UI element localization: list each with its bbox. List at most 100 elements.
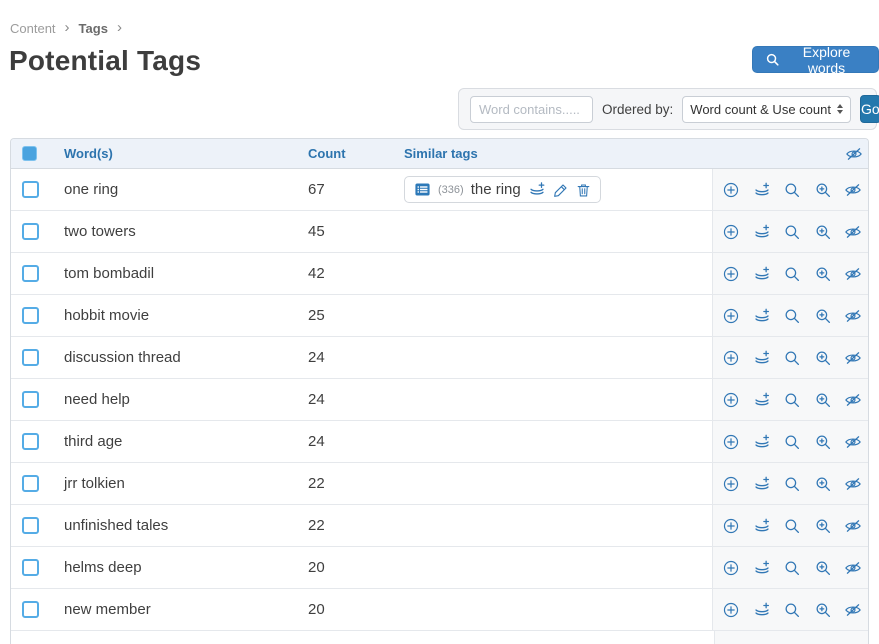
circle-plus-icon[interactable] [722, 601, 740, 619]
search-plus-icon[interactable] [814, 601, 832, 619]
search-icon[interactable] [783, 265, 801, 283]
eye-slash-icon[interactable] [844, 433, 862, 451]
delete-trash-icon[interactable] [576, 182, 591, 198]
search-icon[interactable] [783, 391, 801, 409]
eye-slash-icon[interactable] [844, 223, 862, 241]
word-contains-input[interactable] [470, 95, 593, 123]
table-row: unfinished tales 22 [11, 505, 868, 547]
eye-slash-icon[interactable] [844, 517, 862, 535]
count-value: 67 [308, 181, 325, 198]
row-checkbox[interactable] [22, 517, 39, 534]
merge-layers-plus-icon[interactable] [753, 265, 771, 283]
eye-slash-icon[interactable] [844, 349, 862, 367]
search-icon[interactable] [783, 601, 801, 619]
column-header-words[interactable]: Word(s) [64, 146, 113, 161]
search-icon[interactable] [783, 517, 801, 535]
row-checkbox-cell [11, 601, 64, 618]
count-value: 24 [308, 349, 325, 366]
row-checkbox[interactable] [22, 223, 39, 240]
search-plus-icon[interactable] [814, 181, 832, 199]
circle-plus-icon[interactable] [722, 559, 740, 577]
order-by-select[interactable]: Word count & Use count [682, 95, 851, 123]
search-icon[interactable] [783, 223, 801, 241]
merge-layers-plus-icon[interactable] [753, 349, 771, 367]
merge-layers-plus-icon[interactable] [753, 391, 771, 409]
eye-slash-icon[interactable] [844, 601, 862, 619]
row-checkbox[interactable] [22, 601, 39, 618]
eye-slash-icon[interactable] [844, 391, 862, 409]
row-checkbox[interactable] [22, 391, 39, 408]
search-plus-icon[interactable] [814, 391, 832, 409]
search-plus-icon[interactable] [814, 349, 832, 367]
word-label: new member [64, 601, 151, 618]
eye-slash-icon[interactable] [844, 307, 862, 325]
eye-slash-icon[interactable] [844, 265, 862, 283]
circle-plus-icon[interactable] [722, 265, 740, 283]
search-icon[interactable] [783, 433, 801, 451]
row-checkbox[interactable] [22, 265, 39, 282]
similar-tag-widget: (336) the ring [404, 176, 601, 203]
row-actions [712, 379, 868, 420]
circle-plus-icon[interactable] [722, 349, 740, 367]
merge-layers-plus-icon[interactable] [753, 181, 771, 199]
eye-slash-icon[interactable] [844, 181, 862, 199]
table-row: need help 24 [11, 379, 868, 421]
go-button[interactable]: Go [859, 95, 879, 123]
row-checkbox[interactable] [22, 559, 39, 576]
word-label: discussion thread [64, 349, 181, 366]
search-icon[interactable] [783, 181, 801, 199]
count-value: 20 [308, 559, 325, 576]
chevron-right-icon: › [64, 19, 70, 36]
eye-slash-icon[interactable] [844, 559, 862, 577]
search-icon[interactable] [783, 559, 801, 577]
circle-plus-icon[interactable] [722, 181, 740, 199]
row-checkbox[interactable] [22, 349, 39, 366]
merge-icon[interactable] [528, 181, 546, 199]
search-icon[interactable] [783, 349, 801, 367]
circle-plus-icon[interactable] [722, 223, 740, 241]
merge-layers-plus-icon[interactable] [753, 307, 771, 325]
partial-next-row [11, 631, 868, 644]
circle-plus-icon[interactable] [722, 517, 740, 535]
search-plus-icon[interactable] [814, 433, 832, 451]
row-checkbox[interactable] [22, 307, 39, 324]
list-icon[interactable] [414, 181, 431, 198]
row-actions [712, 253, 868, 294]
merge-layers-plus-icon[interactable] [753, 475, 771, 493]
circle-plus-icon[interactable] [722, 307, 740, 325]
eye-slash-icon[interactable] [844, 475, 862, 493]
row-checkbox[interactable] [22, 433, 39, 450]
breadcrumb-tags[interactable]: Tags [78, 21, 108, 36]
search-icon[interactable] [783, 475, 801, 493]
edit-pencil-icon[interactable] [553, 182, 569, 198]
search-plus-icon[interactable] [814, 307, 832, 325]
search-icon[interactable] [783, 307, 801, 325]
page-title: Potential Tags [9, 45, 202, 76]
search-plus-icon[interactable] [814, 517, 832, 535]
circle-plus-icon[interactable] [722, 391, 740, 409]
search-plus-icon[interactable] [814, 223, 832, 241]
row-checkbox[interactable] [22, 181, 39, 198]
chevron-right-icon: › [116, 19, 122, 36]
select-all-checkbox[interactable] [22, 146, 37, 161]
explore-words-button[interactable]: Explore words [752, 44, 879, 76]
breadcrumb-content[interactable]: Content [10, 21, 56, 36]
search-plus-icon[interactable] [814, 265, 832, 283]
merge-layers-plus-icon[interactable] [753, 559, 771, 577]
merge-layers-plus-icon[interactable] [753, 433, 771, 451]
search-plus-icon[interactable] [814, 559, 832, 577]
merge-layers-plus-icon[interactable] [753, 601, 771, 619]
row-checkbox-cell [11, 307, 64, 324]
row-checkbox[interactable] [22, 475, 39, 492]
eye-slash-icon[interactable] [845, 145, 863, 163]
word-label: one ring [64, 181, 119, 198]
search-plus-icon[interactable] [814, 475, 832, 493]
row-actions [712, 547, 868, 588]
column-header-similar-tags[interactable]: Similar tags [404, 146, 478, 161]
column-header-count[interactable]: Count [308, 146, 346, 161]
circle-plus-icon[interactable] [722, 475, 740, 493]
row-actions [712, 589, 868, 630]
merge-layers-plus-icon[interactable] [753, 517, 771, 535]
circle-plus-icon[interactable] [722, 433, 740, 451]
merge-layers-plus-icon[interactable] [753, 223, 771, 241]
